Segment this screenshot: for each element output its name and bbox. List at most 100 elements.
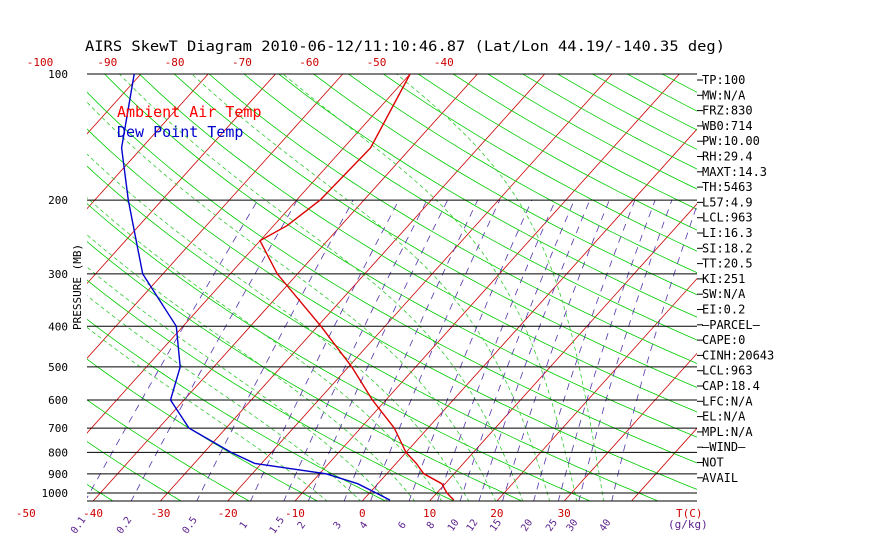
mixing-ratio-line [557, 199, 656, 501]
stats-item: TH:5463 [702, 180, 753, 194]
mixing-ratio-tick-label: 3 [332, 520, 344, 531]
bottom-temp-tick-label: -10 [285, 507, 305, 520]
dry-adiabat-line [278, 74, 697, 318]
stats-item: LCL:963 [702, 364, 753, 378]
moist-adiabat-line [87, 197, 443, 501]
stats-item: SI:18.2 [702, 241, 753, 255]
dry-adiabat-line [452, 74, 697, 210]
moist-adiabat-line [191, 74, 551, 501]
pressure-tick-label: 400 [48, 320, 68, 333]
bottom-temp-tick-label: -50 [16, 507, 36, 520]
isotherm-line [87, 74, 209, 210]
stats-item: PW:10.00 [702, 134, 760, 148]
mixing-ratio-line [437, 199, 556, 501]
dry-adiabat-line [487, 74, 697, 190]
dry-adiabat-line [348, 74, 697, 274]
background-grid [0, 74, 697, 501]
mixing-ratio-line [459, 199, 575, 501]
bottom-temp-tick-label: 0 [359, 507, 366, 520]
top-temp-tick-label: -90 [97, 56, 117, 69]
legend-dew-point-temp: Dew Point Temp [117, 123, 243, 141]
bottom-temp-tick-label: -30 [150, 507, 170, 520]
mixing-ratio-line [502, 199, 610, 501]
mixing-ratio-line [307, 199, 448, 501]
bottom-temp-tick-label: 30 [558, 507, 571, 520]
chart-title: AIRS SkewT Diagram 2010-06-12/11:10:46.8… [85, 39, 725, 55]
mixing-ratio-line [130, 199, 298, 501]
stats-item: LCL:963 [702, 211, 753, 225]
stats-item: AVAIL [702, 471, 738, 485]
stats-item: L57:4.9 [702, 195, 753, 209]
dry-adiabat-line [104, 74, 697, 438]
stats-item: WB0:714 [702, 119, 753, 133]
dry-adiabat-line [662, 74, 697, 93]
mixing-ratio-tick-label: 20 [519, 517, 535, 533]
mixing-ratio-tick-label: 0.5 [181, 515, 200, 536]
pressure-tick-label: 700 [48, 422, 68, 435]
stats-item: LI:16.3 [702, 226, 753, 240]
profile-series [120, 74, 455, 501]
stats-item: —WIND— [702, 440, 746, 454]
top-temp-tick-label: -40 [434, 56, 454, 69]
dry-adiabat-line [87, 279, 455, 501]
moist-adiabat-line [396, 74, 605, 501]
bottom-temp-tick-label: 20 [490, 507, 503, 520]
legend-ambient-air-temp: Ambient Air Temp [117, 103, 262, 121]
dry-adiabat-line [87, 399, 251, 501]
stats-item: KI:251 [702, 272, 745, 286]
mixing-ratio-line [611, 204, 697, 501]
pressure-tick-label: 300 [48, 268, 68, 281]
dry-adiabat-line [87, 203, 591, 501]
mixing-ratio-line [533, 199, 636, 501]
stats-item: CAP:18.4 [702, 379, 760, 393]
mixing-ratio-line [478, 199, 591, 501]
mixing-ratio-tick-label: 8 [425, 520, 437, 531]
dry-adiabat-line [87, 241, 523, 501]
moist-adiabat-line [282, 74, 578, 501]
stats-item: CINH:20643 [702, 348, 774, 362]
dry-adiabat-line [139, 74, 697, 413]
pressure-tick-label: 900 [48, 468, 68, 481]
dry-adiabat-line [87, 91, 697, 464]
dry-adiabat-line [417, 74, 697, 231]
dry-adiabat-line [313, 74, 697, 296]
isotherm-line [496, 278, 697, 501]
x-axis-label: T(C) [676, 507, 703, 520]
isotherm-line [429, 203, 697, 501]
mixing-ratio-line [578, 199, 673, 501]
y-axis-label: PRESSURE (MB) [71, 244, 84, 330]
mixing-ratio-tick-label: 12 [465, 517, 481, 533]
stats-item: —PARCEL— [702, 318, 761, 332]
mixing-ratio-line [408, 199, 533, 501]
top-temp-tick-label: -60 [299, 56, 319, 69]
isotherm-line [227, 74, 613, 501]
dry-adiabat-line [87, 318, 387, 501]
stats-item: MPL:N/A [702, 425, 753, 439]
dew-point-temp-series [120, 74, 391, 501]
mixing-ratio-line [196, 199, 354, 501]
stats-item: CAPE:0 [702, 333, 745, 347]
top-temp-tick-label: -100 [27, 56, 54, 69]
isotherm-line [92, 74, 478, 501]
pressure-tick-label: 600 [48, 394, 68, 407]
bottom-temp-tick-label: 10 [423, 507, 436, 520]
dry-adiabat-line [87, 128, 697, 490]
dry-adiabat-line [243, 74, 697, 341]
mixing-ratio-tick-label: 10 [446, 517, 462, 533]
pressure-tick-label: 500 [48, 361, 68, 374]
isotherm-line [563, 352, 697, 501]
mixing-ratio-unit-label: (g/kg) [668, 518, 708, 531]
pressure-tick-label: 800 [48, 446, 68, 459]
isobar-lines [87, 73, 697, 502]
isotherm-line [0, 74, 74, 501]
top-temp-tick-label: -50 [367, 56, 387, 69]
stats-item: FRZ:830 [702, 104, 753, 118]
stats-item: MAXT:14.3 [702, 165, 767, 179]
mixing-ratio-line [87, 199, 259, 499]
moist-adiabat-line [87, 266, 389, 501]
stats-item: EI:0.2 [702, 303, 745, 317]
dry-adiabat-line [383, 74, 697, 252]
moist-adiabat-line [87, 295, 362, 501]
